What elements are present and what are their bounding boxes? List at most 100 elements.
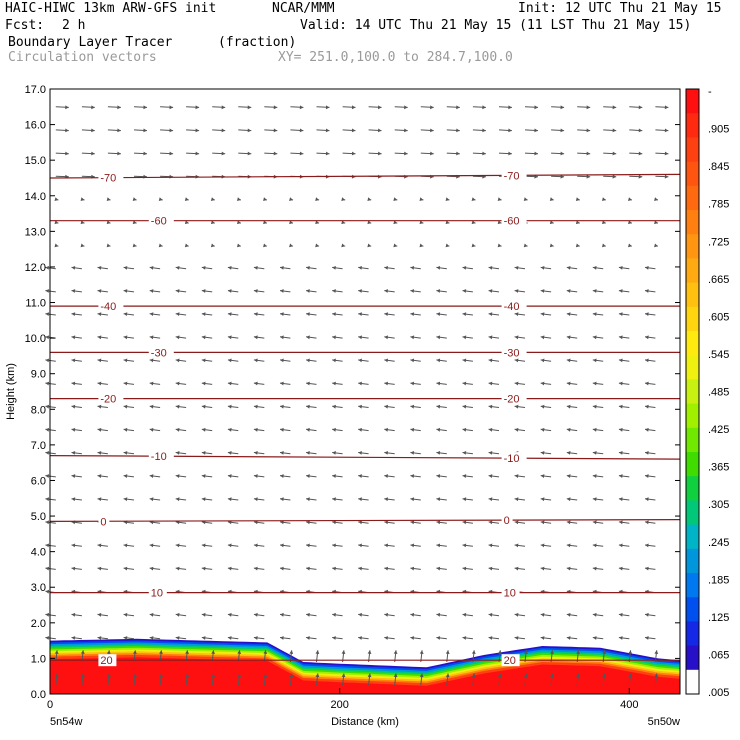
- field-units: (fraction): [218, 35, 297, 50]
- wind-arrowhead: [71, 566, 76, 571]
- contour-label-bg: [98, 515, 110, 528]
- wind-arrowhead: [586, 128, 591, 133]
- contour-label: 20: [100, 655, 112, 667]
- wind-arrowhead: [358, 474, 362, 478]
- colorbar-label: .725: [708, 236, 729, 248]
- wind-arrowhead: [410, 543, 415, 548]
- wind-arrowhead: [133, 673, 137, 678]
- wind-arrowhead: [540, 474, 545, 478]
- contour-label-bg: [98, 654, 117, 667]
- y-tick-label: 13.0: [25, 226, 46, 238]
- colorbar-segment: [686, 379, 699, 405]
- wind-arrowhead: [358, 520, 362, 525]
- colorbar-label: .005: [708, 687, 729, 699]
- wind-arrowhead: [514, 566, 519, 571]
- y-tick-label: 16.0: [25, 120, 46, 132]
- wind-arrowhead: [550, 673, 554, 678]
- wind-arrowhead: [384, 266, 388, 270]
- wind-arrowhead: [263, 243, 267, 248]
- wind-arrowhead: [280, 427, 284, 432]
- wind-arrowhead: [45, 636, 50, 640]
- wind-arrowhead: [253, 381, 258, 386]
- contour-label: -40: [100, 301, 116, 313]
- wind-arrowhead: [566, 312, 571, 316]
- wind-arrowhead: [410, 497, 415, 502]
- wind-arrowhead: [175, 636, 180, 640]
- wind-arrowhead: [618, 266, 623, 270]
- wind-arrowhead: [419, 673, 424, 678]
- wind-arrowhead: [149, 358, 154, 363]
- wind-arrowhead: [618, 404, 623, 409]
- wind-arrowhead: [644, 474, 649, 478]
- contour-label-bg: [148, 450, 174, 463]
- wind-arrowhead: [299, 128, 304, 133]
- wind-arrowhead: [378, 151, 382, 156]
- wind-arrowhead: [592, 520, 597, 525]
- wind-arrowhead: [384, 451, 388, 455]
- wind-arrowhead: [540, 451, 545, 455]
- wind-arrowhead: [618, 497, 623, 502]
- wind-arrowhead: [185, 650, 189, 654]
- wind-arrowhead: [482, 151, 486, 156]
- wind-arrowhead: [227, 636, 232, 640]
- wind-arrowhead: [618, 427, 623, 432]
- wind-arrowhead: [393, 197, 398, 201]
- wind-arrowhead: [280, 520, 284, 525]
- wind-arrowhead: [97, 474, 102, 478]
- wind-arrowhead: [471, 220, 476, 225]
- wind-arrowhead: [201, 335, 206, 340]
- colorbar-segment: [686, 234, 699, 259]
- contour-label-bg: [501, 392, 527, 405]
- colorbar-segment: [686, 669, 699, 695]
- wind-arrowhead: [534, 128, 539, 133]
- wind-arrowhead: [514, 335, 519, 340]
- wind-arrowhead: [149, 312, 154, 316]
- wind-arrowhead: [132, 243, 137, 248]
- y-tick-label: 11.0: [25, 298, 46, 310]
- wind-arrowhead: [97, 543, 102, 548]
- wind-arrowhead: [97, 266, 102, 270]
- wind-arrowhead: [410, 335, 415, 340]
- wind-arrowhead: [436, 474, 441, 478]
- wind-arrowhead: [123, 543, 128, 548]
- wind-arrowhead: [654, 220, 658, 225]
- wind-arrowhead: [644, 543, 649, 548]
- wind-arrowhead: [358, 312, 362, 316]
- wind-arrowhead: [612, 105, 617, 110]
- wind-arrowhead: [488, 474, 493, 478]
- wind-arrowhead: [143, 105, 147, 110]
- wind-arrowhead: [106, 243, 111, 248]
- wind-arrowhead: [378, 128, 382, 133]
- wind-arrowhead: [367, 650, 372, 654]
- wind-arrowhead: [514, 636, 519, 640]
- wind-arrowhead: [71, 266, 76, 270]
- wind-arrowhead: [618, 335, 623, 340]
- colorbar-label: .125: [708, 612, 729, 624]
- wind-arrowhead: [45, 404, 50, 409]
- wind-arrowhead: [185, 673, 189, 678]
- wind-arrowhead: [195, 105, 200, 110]
- wind-arrowhead: [159, 650, 163, 654]
- wind-arrowhead: [618, 358, 623, 363]
- circulation-vectors: [45, 105, 669, 686]
- wind-arrowhead: [378, 105, 382, 110]
- temperature-contour: [49, 455, 681, 460]
- y-tick-label: 7.0: [31, 440, 46, 452]
- contour-label-bg: [148, 586, 167, 599]
- wind-arrowhead: [497, 220, 502, 225]
- wind-arrowhead: [540, 520, 545, 525]
- wind-arrowhead: [419, 197, 424, 201]
- colorbar-segment: [686, 476, 699, 501]
- wind-arrowhead: [436, 520, 441, 525]
- wind-arrowhead: [332, 497, 336, 502]
- wind-arrowhead: [566, 636, 571, 640]
- wind-arrowhead: [332, 451, 336, 455]
- wind-arrowhead: [393, 650, 398, 654]
- wind-arrowhead: [149, 566, 154, 571]
- wind-arrowhead: [456, 105, 460, 110]
- wind-arrowhead: [332, 312, 336, 316]
- wind-arrowhead: [91, 151, 95, 156]
- wind-arrowhead: [149, 497, 154, 502]
- wind-arrowhead: [175, 451, 180, 455]
- wind-arrowhead: [263, 673, 268, 678]
